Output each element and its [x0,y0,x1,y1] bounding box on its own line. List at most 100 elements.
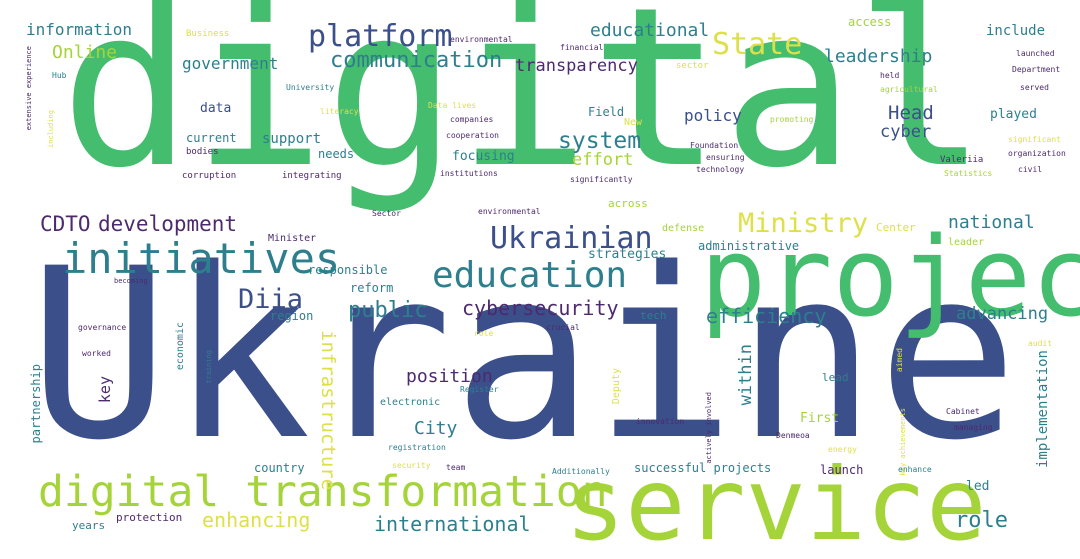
word-initiatives: initiatives [62,234,341,283]
word-including: including [47,110,55,148]
word-state: State [712,27,803,62]
word-new: New [624,117,643,128]
word-valeriia: Valeriia [940,155,984,165]
word-launch: launch [820,463,864,477]
word-system: system [558,128,642,154]
word-include: include [986,23,1046,39]
word-training: training [205,350,213,384]
word-support: support [262,131,322,147]
word-becoming: becoming [114,277,148,285]
word-integrating: integrating [282,171,342,181]
word-within: within [736,344,756,406]
word-project: project [700,213,1080,341]
word-digital: digital [60,0,988,216]
word-financial: financial [560,43,604,52]
word-promoting: promoting [770,115,814,124]
word-sector: sector [676,61,709,71]
word-administrative: administrative [698,239,800,253]
word-key: key [96,376,114,404]
word-diia: Diia [238,284,304,315]
word-crucial: crucial [546,323,580,332]
word-held: held [880,71,900,80]
word-digital-transformation: digital transformation [38,467,608,517]
word-access: access [848,15,892,29]
word-minister: Minister [268,233,317,244]
word-managing: managing [954,423,993,432]
word-agricultural: agricultural [880,85,938,94]
word-aimed: aimed [895,348,904,373]
word-educational: educational [590,20,710,41]
word-transparency: transparency [515,56,638,76]
word-field: Field [588,105,625,119]
word-platform: platform [308,19,453,54]
word-extensive-experience: extensive experience [25,46,33,131]
word-enhancing: enhancing [202,508,311,532]
word-region: region [270,309,314,323]
word-government: government [182,54,279,73]
word-cdto: CDTO [40,212,91,236]
word-actively-involved: actively involved [705,392,713,464]
word-department: Department [1012,65,1061,74]
word-companies: companies [450,115,494,124]
word-effort: effort [572,150,634,170]
word-ensuring: ensuring [706,153,745,162]
word-leadership: leadership [824,46,933,67]
word-first: First [800,411,840,426]
word-cooperation: cooperation [446,131,499,140]
word-partnership: partnership [29,364,43,444]
word-role-small: role [474,329,494,338]
word-university: University [286,83,335,92]
word-registration: registration [388,443,446,452]
word-years: years [72,519,106,532]
word-played: played [990,107,1037,122]
word-statistics: Statistics [944,169,993,178]
word-needs: needs [318,147,355,161]
word-across: across [608,197,648,210]
word-national: national [948,212,1035,233]
word-reform: reform [350,281,394,295]
word-bodies: bodies [186,147,219,157]
word-security: security [392,461,431,470]
word-sector-small: Sector [372,209,401,218]
word-led: led [966,479,990,494]
word-hub: Hub [52,71,67,80]
word-served: served [1020,83,1049,92]
word-ministry: Ministry [738,208,869,239]
word-electronic: electronic [380,397,441,408]
word-organization: organization [1008,149,1066,158]
word-deputy: Deputy [611,368,622,405]
word-ukraine: Ukraine [28,219,1019,492]
word-cyber: cyber [880,122,932,142]
word-information: information [26,20,132,39]
word-institutions: institutions [440,169,498,178]
word-literacy: literacy [320,107,359,116]
word-advancing: advancing [956,304,1049,324]
word-communication: communication [330,48,503,73]
word-team: team [446,463,466,472]
word-current: current [186,131,237,145]
word-launched: launched [1016,49,1055,58]
word-worked: worked [82,349,111,358]
word-environmental-small: environmental [478,207,541,216]
word-policy: policy [684,106,742,125]
word-head: Head [888,102,934,124]
word-implementation: implementation [1035,350,1051,469]
word-efficiency: efficiency [706,304,827,328]
word-service: service [565,446,987,559]
word-significant: significant [1008,135,1061,144]
word-significantly: significantly [570,175,633,184]
word-tech: tech [640,309,667,322]
word-city: City [414,418,458,439]
word-additionally: Additionally [552,467,610,476]
word-lead: lead [822,371,849,384]
word-focusing: focusing [452,149,515,164]
word-strategies: strategies [588,247,667,262]
word-civil: civil [1018,165,1043,174]
word-online: Online [52,42,118,63]
word-data: data [200,101,232,116]
word-innovation: innovation [636,417,685,426]
word-enhance: enhance [898,465,932,474]
word-public: public [348,298,428,323]
word-register: Register [460,385,499,394]
